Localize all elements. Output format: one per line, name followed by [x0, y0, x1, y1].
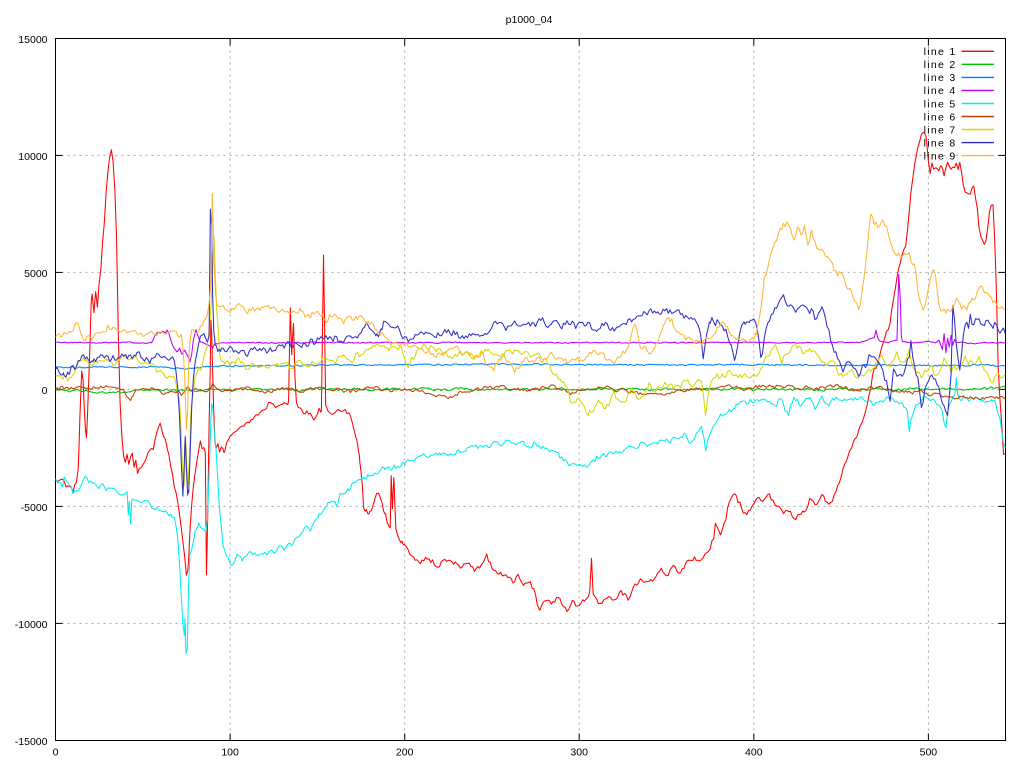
svg-text:line 5: line 5	[924, 98, 957, 110]
svg-text:line 7: line 7	[924, 124, 957, 136]
svg-text:line 6: line 6	[924, 111, 957, 123]
svg-text:line 2: line 2	[924, 59, 957, 71]
svg-text:100: 100	[221, 747, 239, 759]
svg-text:-10000: -10000	[15, 619, 48, 631]
svg-text:line 1: line 1	[924, 46, 957, 58]
svg-text:10000: 10000	[18, 151, 47, 163]
svg-text:-5000: -5000	[21, 502, 48, 514]
svg-text:200: 200	[396, 747, 414, 759]
svg-text:line 8: line 8	[924, 137, 957, 149]
svg-text:0: 0	[42, 385, 48, 397]
svg-text:5000: 5000	[24, 268, 48, 280]
svg-text:15000: 15000	[18, 34, 47, 46]
svg-text:line 3: line 3	[924, 72, 957, 84]
svg-text:p1000_04: p1000_04	[506, 14, 553, 26]
svg-text:400: 400	[745, 747, 763, 759]
svg-text:-15000: -15000	[15, 736, 48, 748]
svg-text:500: 500	[920, 747, 938, 759]
svg-text:300: 300	[570, 747, 588, 759]
svg-text:line 9: line 9	[924, 150, 957, 162]
svg-text:line 4: line 4	[924, 85, 957, 97]
svg-text:0: 0	[53, 747, 59, 759]
